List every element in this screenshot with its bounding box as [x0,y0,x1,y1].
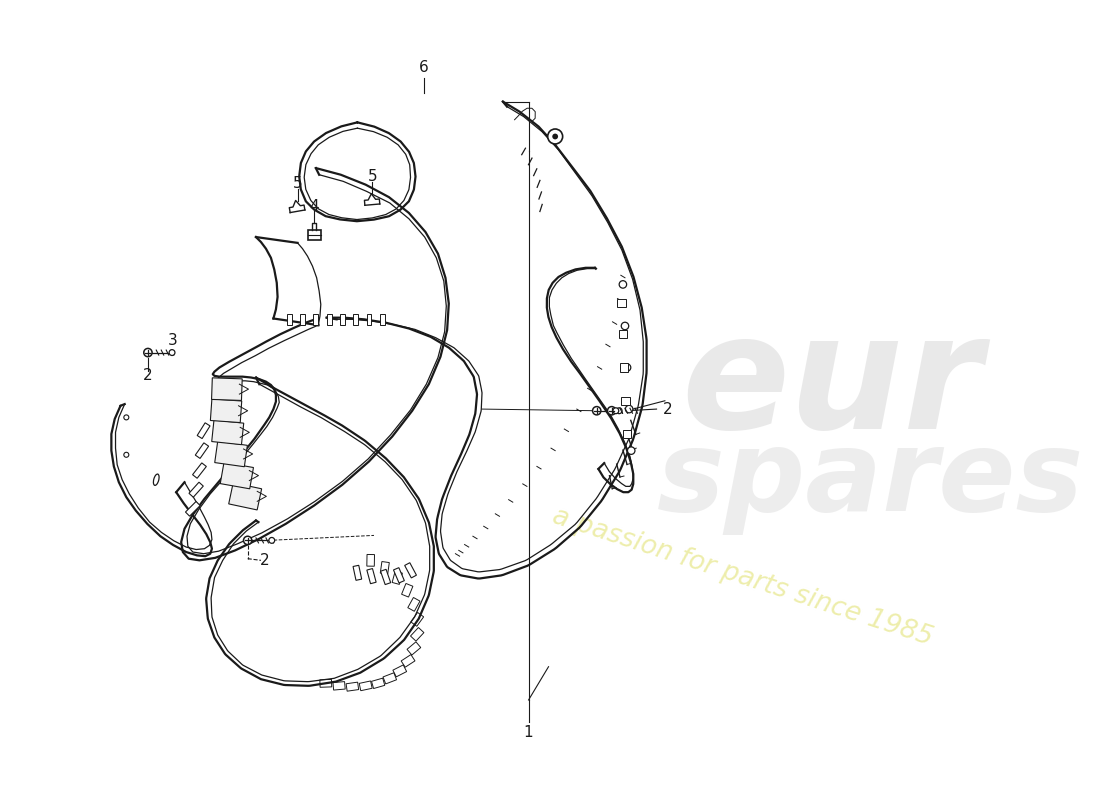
Bar [287,314,292,325]
Bar [410,613,424,626]
Circle shape [607,406,616,415]
Circle shape [552,134,558,139]
Text: 1: 1 [524,725,534,740]
Bar [211,420,244,445]
Bar [333,682,345,690]
Circle shape [624,364,630,371]
Bar [618,330,627,338]
Text: spares: spares [657,424,1084,535]
Text: 3: 3 [168,334,178,349]
Text: a passion for parts since 1985: a passion for parts since 1985 [549,503,935,651]
Bar [402,583,412,597]
Bar [353,566,362,580]
Bar [372,678,385,689]
Bar [300,314,305,325]
Circle shape [616,408,623,414]
Bar [320,679,332,687]
Bar [381,562,389,574]
Bar [366,554,374,566]
Bar [346,682,359,691]
Bar [314,314,318,325]
Text: 4: 4 [309,198,319,214]
Text: 2: 2 [663,402,673,417]
Bar [402,654,415,667]
Bar [405,562,417,578]
Bar [617,298,626,307]
Circle shape [613,408,618,414]
Bar [623,430,631,438]
Bar [366,314,372,325]
Bar [214,441,248,466]
Circle shape [627,447,635,454]
Text: 6: 6 [419,60,429,75]
Bar [383,673,397,684]
Circle shape [124,415,129,420]
Bar [197,423,210,438]
Text: eur: eur [682,306,982,462]
Bar [210,399,242,422]
Circle shape [619,281,627,288]
Bar [367,569,376,584]
Circle shape [626,406,632,413]
Text: 5: 5 [367,169,377,184]
Bar [229,482,262,510]
Circle shape [124,452,129,458]
Bar [196,443,209,458]
Text: 2: 2 [260,553,270,568]
Circle shape [621,322,629,330]
Ellipse shape [153,474,159,486]
Bar [353,314,359,325]
Bar [393,665,407,677]
Bar [186,502,200,516]
Bar [220,462,253,489]
Circle shape [169,350,175,355]
Bar [189,482,204,498]
Bar [410,627,424,641]
Bar [381,570,390,585]
Bar [192,463,207,478]
Bar [327,314,331,325]
Circle shape [268,538,275,543]
Bar [392,571,403,584]
Circle shape [593,406,601,415]
Bar [308,230,321,239]
Bar [211,378,242,401]
Circle shape [548,129,562,144]
Bar [620,363,628,372]
Bar [408,598,420,611]
Circle shape [243,536,252,545]
Bar [360,681,372,690]
Bar [394,568,405,583]
Circle shape [144,349,152,357]
Bar [407,642,420,655]
Text: 2: 2 [143,368,153,383]
Bar [621,397,629,405]
Bar [379,314,385,325]
Text: 5: 5 [293,175,303,190]
Bar [340,314,345,325]
